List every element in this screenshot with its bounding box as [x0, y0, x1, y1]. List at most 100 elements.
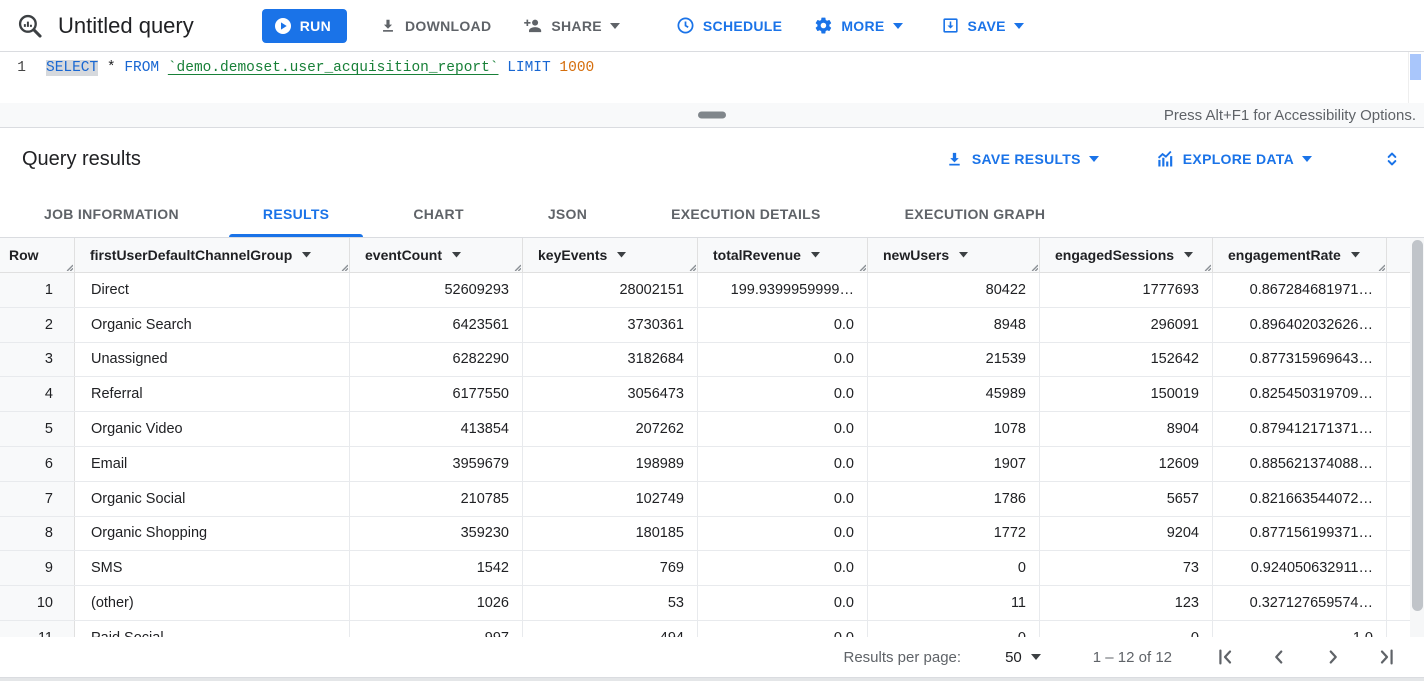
chevron-down-icon [892, 22, 903, 29]
table-row: 9 SMS 1542 769 0.0 0 73 0.924050632911… [0, 551, 1424, 587]
tab-json[interactable]: JSON [547, 205, 588, 222]
tab-execution-details[interactable]: EXECUTION DETAILS [671, 205, 821, 222]
cell-totalRevenue: 199.9399959999… [698, 273, 868, 307]
column-resize-grip-icon[interactable] [64, 262, 73, 271]
cell-newUsers: 1786 [868, 481, 1040, 516]
column-header-keyEvents[interactable]: keyEvents [523, 238, 698, 272]
column-resize-grip-icon[interactable] [857, 262, 866, 271]
sql-space [499, 60, 508, 76]
sql-keyword-select: SELECT [46, 60, 99, 76]
cell-totalRevenue: 0.0 [698, 412, 868, 446]
column-header-newUsers[interactable]: newUsers [868, 238, 1040, 272]
editor-status-strip: Press Alt+F1 for Accessibility Options. [0, 103, 1424, 128]
sql-table-reference[interactable]: `demo.demoset.user_acquisition_report` [167, 60, 499, 76]
share-button[interactable]: SHARE [523, 16, 620, 36]
column-resize-grip-icon[interactable] [1202, 262, 1211, 271]
panel-resize-handle[interactable] [698, 111, 726, 119]
cell-totalRevenue: 0.0 [698, 620, 868, 637]
cell-eventCount: 3959679 [350, 446, 523, 481]
cell-eventCount: 210785 [350, 481, 523, 516]
cell-firstUserDefaultChannelGroup: Organic Video [75, 412, 350, 446]
cell-engagedSessions: 8904 [1040, 412, 1213, 446]
cell-newUsers: 1078 [868, 412, 1040, 446]
tab-chart[interactable]: CHART [413, 205, 464, 222]
table-row: 10 (other) 1026 53 0.0 11 123 0.327127659574… [0, 586, 1424, 621]
accessibility-hint: Press Alt+F1 for Accessibility Options. [1163, 106, 1416, 124]
column-header-label: engagementRate [1228, 247, 1341, 263]
save-results-icon [945, 150, 964, 169]
cell-keyEvents: 53 [523, 586, 698, 620]
cell-newUsers: 1772 [868, 516, 1040, 551]
cell-newUsers: 8948 [868, 307, 1040, 342]
column-header-eventCount[interactable]: eventCount [350, 238, 523, 272]
column-resize-grip-icon[interactable] [512, 262, 521, 271]
tab-job-information[interactable]: JOB INFORMATION [44, 205, 179, 222]
download-button[interactable]: DOWNLOAD [379, 17, 491, 35]
explore-data-button[interactable]: EXPLORE DATA [1155, 149, 1312, 169]
column-menu-icon[interactable] [452, 252, 461, 258]
next-page-icon[interactable] [1322, 646, 1344, 668]
cell-eventCount: 52609293 [350, 273, 523, 307]
column-header-engagementRate[interactable]: engagementRate [1213, 238, 1387, 272]
last-page-icon[interactable] [1376, 646, 1398, 668]
column-resize-grip-icon[interactable] [1376, 262, 1385, 271]
column-header-label: totalRevenue [713, 247, 801, 263]
run-button[interactable]: RUN [261, 8, 347, 43]
table-row: 11Paid Social9974940.0001.0 [0, 620, 1424, 637]
previous-page-icon[interactable] [1268, 646, 1290, 668]
column-header-engagedSessions[interactable]: engagedSessions [1040, 238, 1213, 272]
cell-totalRevenue: 0.0 [698, 551, 868, 586]
cell-engagedSessions: 152642 [1040, 342, 1213, 377]
tab-execution-graph[interactable]: EXECUTION GRAPH [904, 205, 1046, 222]
column-menu-icon[interactable] [1184, 252, 1194, 258]
first-page-icon[interactable] [1214, 646, 1236, 668]
column-header-totalRevenue[interactable]: totalRevenue [698, 238, 868, 272]
row-number: 4 [0, 377, 75, 412]
row-number: 9 [0, 551, 75, 586]
cell-keyEvents: 207262 [523, 412, 698, 446]
cell-firstUserDefaultChannelGroup: Referral [75, 377, 350, 412]
cell-totalRevenue: 0.0 [698, 342, 868, 377]
chevron-down-icon [1030, 654, 1041, 660]
tab-results[interactable]: RESULTS [221, 190, 371, 237]
column-header-Row[interactable]: Row [0, 238, 75, 272]
save-results-button[interactable]: SAVE RESULTS [945, 150, 1099, 169]
cell-engagementRate: 0.879412171371… [1213, 412, 1387, 446]
save-button[interactable]: SAVE [941, 16, 1024, 35]
cell-keyEvents: 3056473 [523, 377, 698, 412]
cell-keyEvents: 3182684 [523, 342, 698, 377]
editor-scrollbar[interactable] [1408, 52, 1422, 103]
window-bottom-edge [0, 677, 1424, 681]
column-header-label: engagedSessions [1055, 247, 1175, 263]
cell-engagementRate: 1.0 [1213, 620, 1387, 637]
editor-scrollbar-thumb[interactable] [1410, 54, 1421, 80]
column-menu-icon[interactable] [302, 252, 312, 258]
expand-collapse-panel-icon[interactable] [1382, 149, 1402, 169]
results-table: Row firstUserDefaultChannelGroup eventCoun… [0, 238, 1424, 637]
column-menu-icon[interactable] [1350, 252, 1360, 258]
table-scrollbar[interactable] [1410, 238, 1424, 637]
table-row: 5 Organic Video 413854 207262 0.0 1078 8904 0.8… [0, 412, 1424, 447]
cell-firstUserDefaultChannelGroup: Email [75, 446, 350, 481]
table-row: 6 Email 3959679 198989 0.0 1907 12609 0.8856213… [0, 446, 1424, 482]
column-resize-grip-icon[interactable] [1029, 262, 1038, 271]
column-header-label: newUsers [883, 247, 950, 263]
row-number: 3 [0, 342, 75, 377]
column-header-firstUserDefaultChannelGroup[interactable]: firstUserDefaultChannelGroup [75, 238, 350, 272]
column-menu-icon[interactable] [810, 252, 820, 258]
cell-firstUserDefaultChannelGroup: Organic Search [75, 307, 350, 342]
table-row: 7 Organic Social 210785 102749 0.0 1786 5657 0.… [0, 481, 1424, 517]
page-size-select[interactable]: 50 [1005, 649, 1041, 666]
results-per-page-label: Results per page: [843, 648, 962, 666]
sql-code[interactable]: SELECT * FROM `demo.demoset.user_acquisi… [46, 60, 594, 76]
page-title: Untitled query [58, 12, 194, 38]
column-menu-icon[interactable] [617, 252, 627, 258]
sql-editor[interactable]: 1 SELECT * FROM `demo.demoset.user_acqui… [0, 52, 1424, 103]
table-scrollbar-thumb[interactable] [1411, 240, 1423, 612]
column-menu-icon[interactable] [959, 252, 969, 258]
schedule-button[interactable]: SCHEDULE [676, 16, 782, 35]
query-results-header: Query results SAVE RESULTS EXPLORE DATA [0, 128, 1424, 190]
column-resize-grip-icon[interactable] [339, 262, 348, 271]
more-button[interactable]: MORE [814, 16, 903, 35]
column-resize-grip-icon[interactable] [687, 262, 696, 271]
